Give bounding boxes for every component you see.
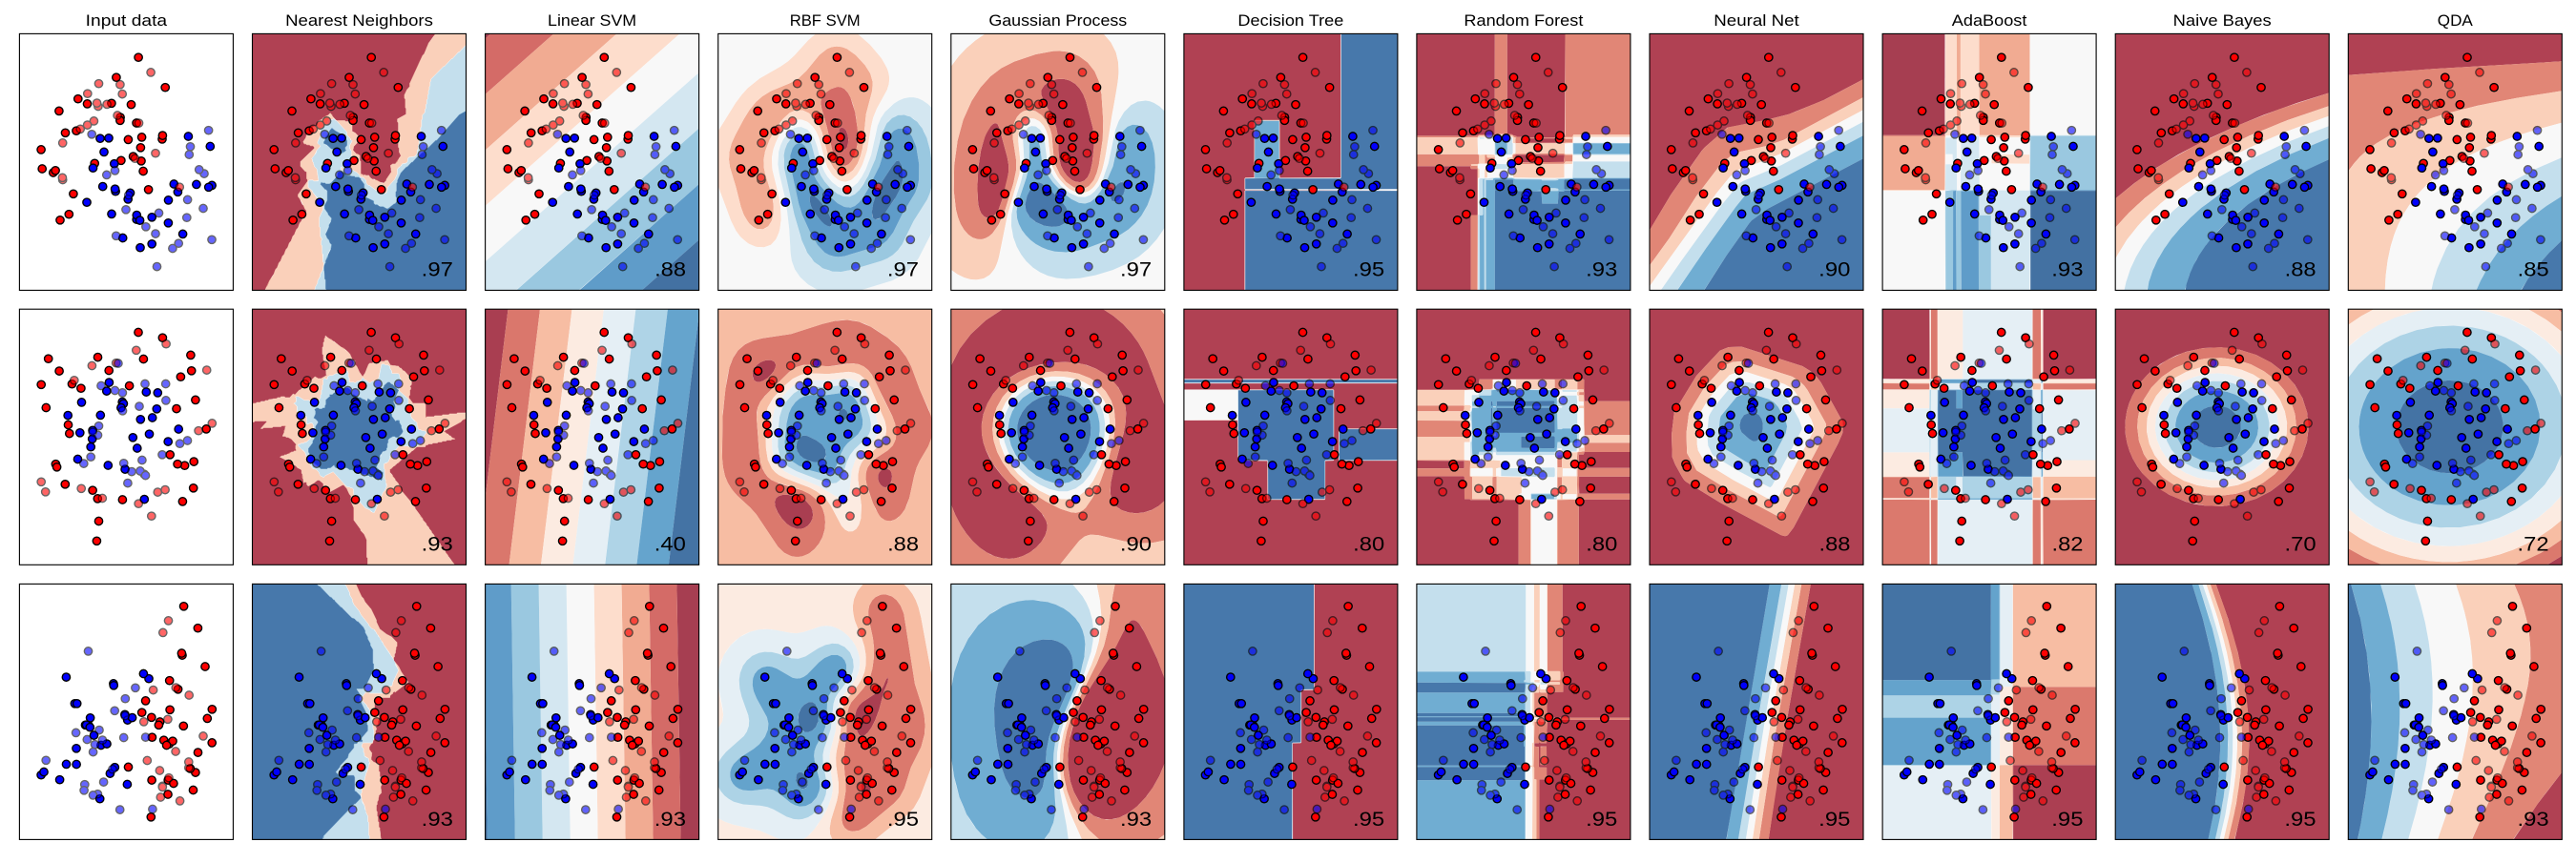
svg-text:.72: .72 xyxy=(2518,533,2549,555)
svg-text:.97: .97 xyxy=(422,259,453,281)
svg-text:Nearest Neighbors: Nearest Neighbors xyxy=(285,11,433,30)
svg-text:.95: .95 xyxy=(1586,809,1617,831)
svg-text:.93: .93 xyxy=(1586,259,1617,281)
svg-text:.93: .93 xyxy=(654,809,686,831)
svg-text:.88: .88 xyxy=(887,533,919,555)
svg-text:.95: .95 xyxy=(1818,809,1850,831)
svg-text:.88: .88 xyxy=(2285,259,2316,281)
svg-text:.90: .90 xyxy=(1120,533,1152,555)
svg-text:.93: .93 xyxy=(2051,259,2083,281)
svg-text:.82: .82 xyxy=(2052,533,2084,555)
svg-text:RBF SVM: RBF SVM xyxy=(790,11,861,30)
svg-text:.95: .95 xyxy=(2051,809,2083,831)
svg-text:.97: .97 xyxy=(887,259,919,281)
svg-text:.93: .93 xyxy=(1120,809,1152,831)
svg-text:.40: .40 xyxy=(654,533,686,555)
svg-text:.97: .97 xyxy=(1120,259,1152,281)
svg-text:Neural Net: Neural Net xyxy=(1714,11,1799,30)
svg-text:.95: .95 xyxy=(1353,809,1384,831)
svg-text:.93: .93 xyxy=(422,533,453,555)
svg-text:.85: .85 xyxy=(2518,259,2549,281)
svg-text:.95: .95 xyxy=(2284,809,2316,831)
svg-text:.93: .93 xyxy=(2518,809,2549,831)
svg-text:.80: .80 xyxy=(1586,533,1617,555)
svg-text:Random Forest: Random Forest xyxy=(1464,11,1583,30)
svg-text:.88: .88 xyxy=(654,259,686,281)
svg-text:.95: .95 xyxy=(887,809,919,831)
svg-text:.88: .88 xyxy=(1819,533,1851,555)
svg-text:Decision Tree: Decision Tree xyxy=(1237,11,1343,30)
svg-text:QDA: QDA xyxy=(2438,11,2474,30)
svg-text:AdaBoost: AdaBoost xyxy=(1952,11,2027,30)
svg-text:Input data: Input data xyxy=(86,11,168,30)
svg-text:.80: .80 xyxy=(1353,533,1384,555)
svg-text:.93: .93 xyxy=(422,809,453,831)
svg-text:.95: .95 xyxy=(1353,259,1384,281)
svg-text:Linear SVM: Linear SVM xyxy=(548,11,636,30)
svg-text:Naive Bayes: Naive Bayes xyxy=(2173,11,2272,30)
svg-text:.90: .90 xyxy=(1818,259,1850,281)
svg-text:Gaussian Process: Gaussian Process xyxy=(988,11,1127,30)
svg-text:.70: .70 xyxy=(2285,533,2316,555)
